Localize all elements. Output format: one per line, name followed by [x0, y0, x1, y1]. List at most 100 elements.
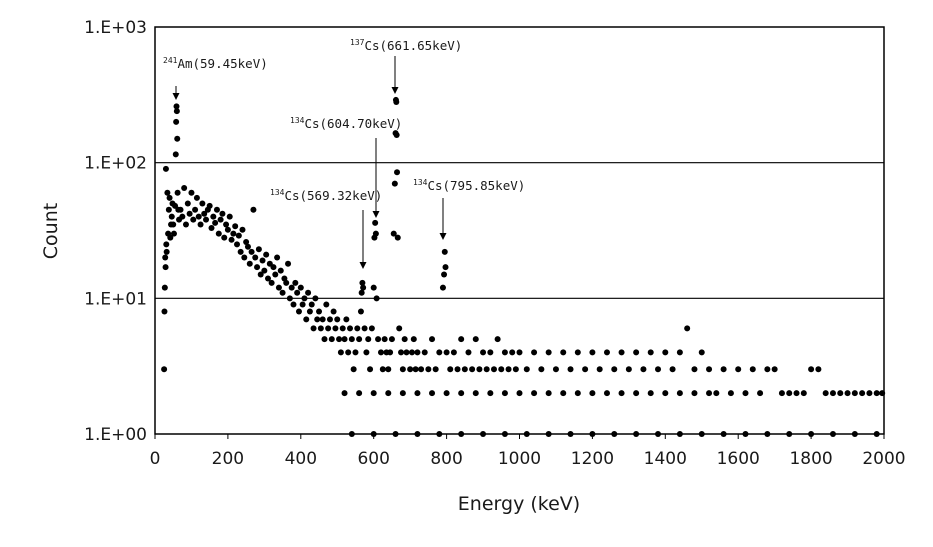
data-point [174, 189, 181, 196]
data-point [162, 264, 169, 271]
data-points [161, 96, 886, 437]
data-point [393, 99, 400, 106]
x-tick-label: 400 [285, 449, 317, 469]
data-point [735, 366, 742, 373]
data-point [257, 271, 264, 278]
data-point [358, 289, 365, 296]
data-point [290, 301, 297, 308]
data-point [399, 390, 406, 397]
isotope-mass: 134 [413, 178, 428, 187]
data-point [206, 202, 213, 209]
data-point [633, 390, 640, 397]
data-point [476, 366, 483, 373]
data-point [224, 226, 231, 233]
data-point [350, 366, 357, 373]
data-point [720, 431, 727, 437]
data-point [373, 295, 380, 302]
y-tick-label: 1.E+00 [84, 425, 147, 445]
data-point [458, 431, 465, 437]
data-point [469, 366, 476, 373]
data-point [372, 230, 379, 237]
isotope-mass: 134 [290, 116, 305, 125]
x-tick-label: 1800 [789, 449, 832, 469]
data-point [193, 194, 200, 201]
data-point [684, 325, 691, 332]
data-point [228, 236, 235, 243]
data-point [210, 213, 217, 220]
arrow-head [372, 211, 380, 218]
data-point [357, 308, 364, 315]
data-point [567, 366, 574, 373]
data-point [321, 336, 328, 343]
data-point [401, 336, 408, 343]
data-point [764, 431, 771, 437]
data-point [414, 390, 421, 397]
data-point [223, 221, 230, 228]
data-point [270, 264, 277, 271]
x-axis-title: Energy (keV) [458, 493, 580, 515]
data-point [246, 260, 253, 267]
data-point [325, 325, 332, 332]
data-point [184, 200, 191, 207]
data-point [168, 213, 175, 220]
data-point [706, 366, 713, 373]
data-point [232, 223, 239, 230]
data-point [501, 390, 508, 397]
peak-annotations: 241Am(59.45keV)137Cs(661.65keV)134Cs(604… [163, 38, 525, 269]
data-point [363, 349, 370, 356]
data-point [348, 431, 355, 437]
data-point [421, 349, 428, 356]
data-point [352, 349, 359, 356]
data-point [163, 241, 170, 248]
data-point [429, 390, 436, 397]
data-point [676, 431, 683, 437]
arrow-head [172, 93, 180, 100]
data-point [255, 246, 262, 253]
data-point [299, 301, 306, 308]
data-point [472, 390, 479, 397]
isotope-energy: Cs(569.32keV) [284, 188, 382, 203]
data-point [403, 349, 410, 356]
data-point [161, 366, 168, 373]
x-tick-label: 200 [212, 449, 244, 469]
data-point [163, 248, 170, 255]
isotope-energy: Cs(661.65keV) [364, 38, 462, 53]
data-point [531, 349, 538, 356]
peak-label: 134Cs(795.85keV) [413, 178, 525, 193]
data-point [398, 349, 405, 356]
peak-label: 134Cs(569.32keV) [270, 188, 382, 203]
data-point [393, 131, 400, 138]
data-point [441, 248, 448, 255]
data-point [286, 295, 293, 302]
data-point [523, 431, 530, 437]
data-point [771, 366, 778, 373]
data-point [669, 366, 676, 373]
data-point [706, 390, 713, 397]
data-point [844, 390, 851, 397]
data-point [248, 248, 255, 255]
data-point [490, 366, 497, 373]
data-point [691, 366, 698, 373]
data-point [458, 336, 465, 343]
data-point [691, 390, 698, 397]
data-point [277, 267, 284, 274]
data-point [480, 349, 487, 356]
x-tick-label: 600 [357, 449, 389, 469]
data-point [345, 349, 352, 356]
peak-label: 134Cs(604.70keV) [290, 116, 402, 131]
data-point [294, 289, 301, 296]
data-point [574, 390, 581, 397]
data-point [254, 264, 261, 271]
data-point [545, 390, 552, 397]
data-point [190, 216, 197, 223]
data-point [261, 267, 268, 274]
data-point [509, 349, 516, 356]
isotope-energy: Am(59.45keV) [177, 56, 267, 71]
data-point [334, 316, 341, 323]
data-point [295, 308, 302, 315]
data-point [655, 431, 662, 437]
data-point [429, 336, 436, 343]
data-point [633, 431, 640, 437]
data-point [370, 390, 377, 397]
data-point [560, 390, 567, 397]
